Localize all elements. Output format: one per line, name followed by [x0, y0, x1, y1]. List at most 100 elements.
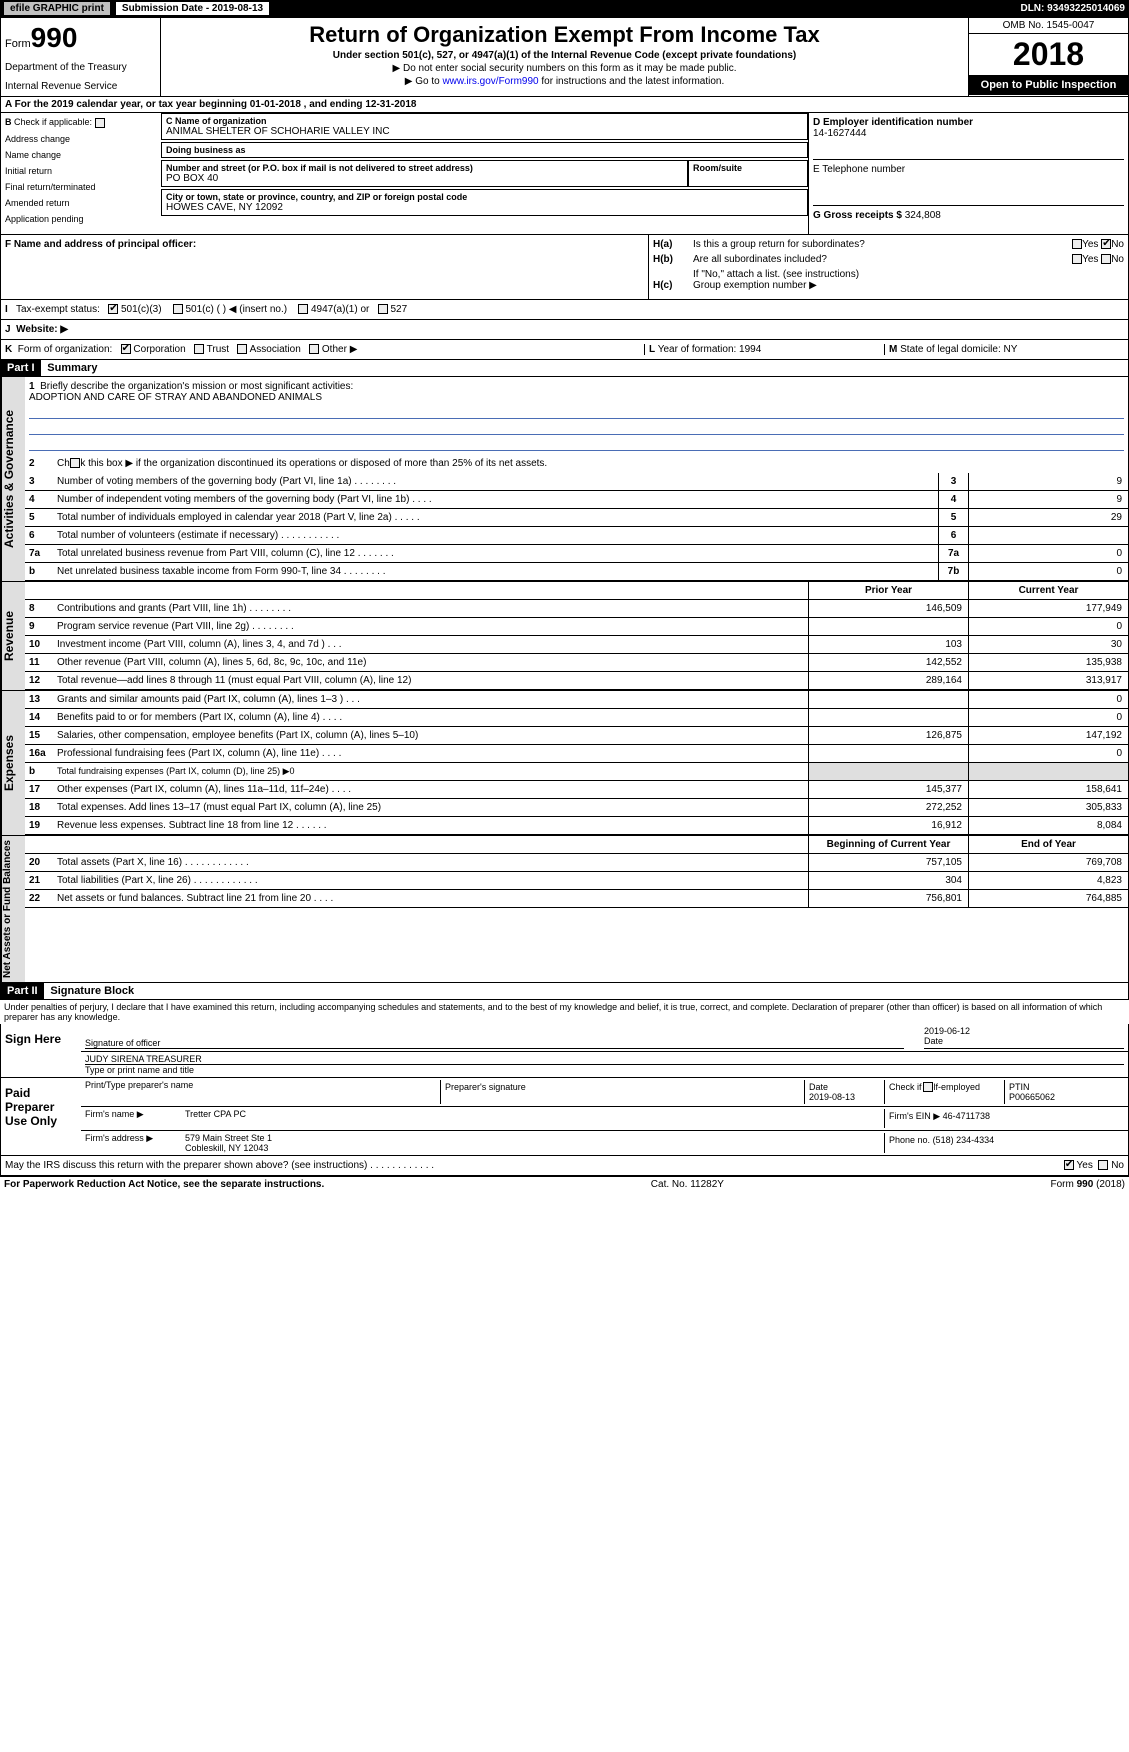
omb-number: OMB No. 1545-0047: [969, 18, 1128, 34]
footer-left: For Paperwork Reduction Act Notice, see …: [4, 1179, 324, 1190]
table-row: 14 Benefits paid to or for members (Part…: [25, 709, 1128, 727]
table-row: 12 Total revenue—add lines 8 through 11 …: [25, 672, 1128, 690]
prep-sig-label: Preparer's signature: [440, 1080, 804, 1104]
ha-yes-check[interactable]: [1072, 239, 1082, 249]
org-name-label: C Name of organization: [166, 116, 803, 126]
table-row: 8 Contributions and grants (Part VIII, l…: [25, 600, 1128, 618]
phone-label: E Telephone number: [813, 164, 1124, 175]
netassets-section: Net Assets or Fund Balances Beginning of…: [0, 836, 1129, 983]
dept-treasury: Department of the Treasury: [5, 62, 156, 73]
line2-check[interactable]: [70, 458, 80, 468]
dept-irs: Internal Revenue Service: [5, 81, 156, 92]
form-title: Return of Organization Exempt From Incom…: [165, 22, 964, 48]
table-row: 13 Grants and similar amounts paid (Part…: [25, 691, 1128, 709]
begin-year-header: Beginning of Current Year: [808, 836, 968, 853]
end-year-header: End of Year: [968, 836, 1128, 853]
ptin: P00665062: [1009, 1092, 1055, 1102]
row-f-h: F Name and address of principal officer:…: [0, 235, 1129, 300]
other-check[interactable]: [309, 344, 319, 354]
sig-date-label: Date: [924, 1036, 1124, 1046]
checkbox[interactable]: [95, 118, 105, 128]
ha-no-check[interactable]: [1101, 239, 1111, 249]
irs-link[interactable]: www.irs.gov/Form990: [442, 76, 538, 87]
table-row: 20 Total assets (Part X, line 16) . . . …: [25, 854, 1128, 872]
table-row: 22 Net assets or fund balances. Subtract…: [25, 890, 1128, 908]
mission: ADOPTION AND CARE OF STRAY AND ABANDONED…: [29, 392, 322, 403]
501c-check[interactable]: [173, 304, 183, 314]
blue-line: [29, 405, 1124, 419]
governance-section: Activities & Governance 1 Briefly descri…: [0, 377, 1129, 582]
row-i: I Tax-exempt status: 501(c)(3) 501(c) ( …: [0, 300, 1129, 320]
form-note-2: ▶ Go to www.irs.gov/Form990 for instruct…: [165, 76, 964, 87]
addr-label: Number and street (or P.O. box if mail i…: [166, 163, 683, 173]
527-check[interactable]: [378, 304, 388, 314]
side-netassets: Net Assets or Fund Balances: [1, 836, 25, 982]
check-amended: Amended return: [5, 198, 157, 208]
blue-line: [29, 421, 1124, 435]
table-row: b Net unrelated business taxable income …: [25, 563, 1128, 581]
table-row: 5 Total number of individuals employed i…: [25, 509, 1128, 527]
corp-check[interactable]: [121, 344, 131, 354]
sig-officer-label: Signature of officer: [85, 1038, 904, 1048]
check-pending: Application pending: [5, 214, 157, 224]
table-row: 11 Other revenue (Part VIII, column (A),…: [25, 654, 1128, 672]
table-row: 18 Total expenses. Add lines 13–17 (must…: [25, 799, 1128, 817]
blue-line: [29, 437, 1124, 451]
table-row: 16a Professional fundraising fees (Part …: [25, 745, 1128, 763]
table-row: 21 Total liabilities (Part X, line 26) .…: [25, 872, 1128, 890]
part2-title: Signature Block: [50, 985, 134, 997]
side-revenue: Revenue: [1, 582, 25, 690]
officer-name: JUDY SIRENA TREASURER: [85, 1054, 1124, 1065]
footer-right: Form 990 (2018): [1051, 1179, 1126, 1190]
ein-label: D Employer identification number: [813, 117, 1124, 128]
footer: For Paperwork Reduction Act Notice, see …: [0, 1176, 1129, 1192]
ein: 14-1627444: [813, 128, 1124, 139]
city-label: City or town, state or province, country…: [166, 192, 803, 202]
table-row: b Total fundraising expenses (Part IX, c…: [25, 763, 1128, 781]
footer-center: Cat. No. 11282Y: [651, 1179, 724, 1190]
header-bar: efile GRAPHIC print Submission Date - 20…: [0, 0, 1129, 17]
hb-note: If "No," attach a list. (see instruction…: [693, 269, 1124, 280]
self-emp-label: Check if self-employed: [884, 1080, 1004, 1104]
discuss-row: May the IRS discuss this return with the…: [0, 1156, 1129, 1176]
expenses-section: Expenses 13 Grants and similar amounts p…: [0, 691, 1129, 836]
form-subtitle: Under section 501(c), 527, or 4947(a)(1)…: [165, 50, 964, 61]
hb-yes-check[interactable]: [1072, 254, 1082, 264]
sign-here-label: Sign Here: [1, 1024, 81, 1077]
tax-year: 2018: [969, 34, 1128, 75]
assoc-check[interactable]: [237, 344, 247, 354]
section-b-c-d: B Check if applicable: Address change Na…: [0, 113, 1129, 235]
year-formation: Year of formation: 1994: [658, 344, 762, 355]
discuss-yes-check[interactable]: [1064, 1160, 1074, 1170]
firm-name-label: Firm's name ▶: [85, 1109, 185, 1128]
receipts: 324,808: [905, 210, 941, 221]
check-address-change: Address change: [5, 134, 157, 144]
revenue-section: Revenue Prior Year Current Year 8 Contri…: [0, 582, 1129, 691]
table-row: 4 Number of independent voting members o…: [25, 491, 1128, 509]
sign-here-section: Sign Here Signature of officer 2019-06-1…: [0, 1024, 1129, 1078]
ha-label: H(a): [653, 239, 693, 250]
sig-date: 2019-06-12: [924, 1026, 1124, 1036]
hb-no-check[interactable]: [1101, 254, 1111, 264]
table-row: 19 Revenue less expenses. Subtract line …: [25, 817, 1128, 835]
submission-date: Submission Date - 2019-08-13: [116, 2, 269, 15]
dln: DLN: 93493225014069: [1020, 3, 1125, 14]
paid-preparer-section: Paid Preparer Use Only Print/Type prepar…: [0, 1078, 1129, 1156]
open-public: Open to Public Inspection: [969, 75, 1128, 95]
discuss-no-check[interactable]: [1098, 1160, 1108, 1170]
penalties-text: Under penalties of perjury, I declare th…: [0, 1000, 1129, 1024]
check-name-change: Name change: [5, 150, 157, 160]
hb-label: H(b): [653, 254, 693, 265]
4947-check[interactable]: [298, 304, 308, 314]
501c3-check[interactable]: [108, 304, 118, 314]
form-number: 990: [31, 22, 78, 53]
dba-label: Doing business as: [166, 145, 803, 155]
self-emp-check[interactable]: [923, 1082, 933, 1092]
firm-phone: (518) 234-4334: [933, 1135, 995, 1145]
table-row: 6 Total number of volunteers (estimate i…: [25, 527, 1128, 545]
row-j: J Website: ▶: [0, 320, 1129, 340]
trust-check[interactable]: [194, 344, 204, 354]
addr: PO BOX 40: [166, 173, 683, 184]
table-row: 17 Other expenses (Part IX, column (A), …: [25, 781, 1128, 799]
current-year-header: Current Year: [968, 582, 1128, 599]
